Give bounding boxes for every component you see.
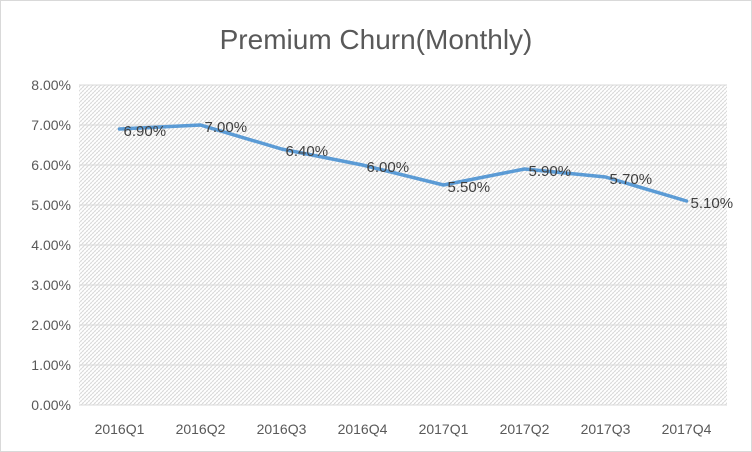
data-point	[118, 127, 121, 131]
y-tick-label: 1.00%	[31, 357, 71, 373]
data-point	[523, 167, 526, 171]
data-label: 7.00%	[205, 119, 248, 136]
series-line	[117, 123, 689, 203]
data-label: 6.90%	[124, 123, 167, 140]
data-point	[199, 123, 202, 127]
x-tick-label: 2016Q2	[176, 421, 226, 437]
y-tick-label: 7.00%	[31, 117, 71, 133]
y-tick-label: 2.00%	[31, 317, 71, 333]
y-tick-label: 6.00%	[31, 157, 71, 173]
data-point	[685, 199, 688, 203]
data-point	[280, 147, 283, 151]
y-tick-label: 0.00%	[31, 397, 71, 413]
y-tick-label: 8.00%	[31, 77, 71, 93]
x-axis-tick-labels: 2016Q1 2016Q2 2016Q3 2016Q4 2017Q1 2017Q2 2017…	[95, 421, 712, 437]
data-label: 5.10%	[691, 195, 734, 212]
data-label: 5.70%	[610, 171, 653, 188]
data-point	[442, 183, 445, 187]
y-tick-label: 3.00%	[31, 277, 71, 293]
x-tick-label: 2016Q1	[95, 421, 145, 437]
y-axis-tick-labels: 0.00% 1.00% 2.00% 3.00% 4.00% 5.00% 6.00% 7.00%…	[31, 77, 71, 413]
series-layer	[117, 123, 689, 203]
data-point	[604, 175, 607, 179]
chart-title: Premium Churn(Monthly)	[220, 24, 533, 55]
data-label: 5.90%	[529, 163, 572, 180]
data-label: 6.40%	[286, 143, 329, 160]
y-tick-label: 5.00%	[31, 197, 71, 213]
data-point	[361, 163, 364, 167]
y-tick-label: 4.00%	[31, 237, 71, 253]
x-tick-label: 2017Q2	[500, 421, 550, 437]
x-tick-label: 2017Q4	[662, 421, 712, 437]
data-label: 6.00%	[367, 159, 410, 176]
x-tick-label: 2017Q3	[581, 421, 631, 437]
data-label: 5.50%	[448, 179, 491, 196]
x-tick-label: 2016Q3	[257, 421, 307, 437]
data-labels: 6.90% 7.00% 6.40% 6.00% 5.50% 5.90% 5.70% 5.10%	[124, 119, 734, 212]
x-tick-label: 2016Q4	[338, 421, 388, 437]
x-tick-label: 2017Q1	[419, 421, 469, 437]
